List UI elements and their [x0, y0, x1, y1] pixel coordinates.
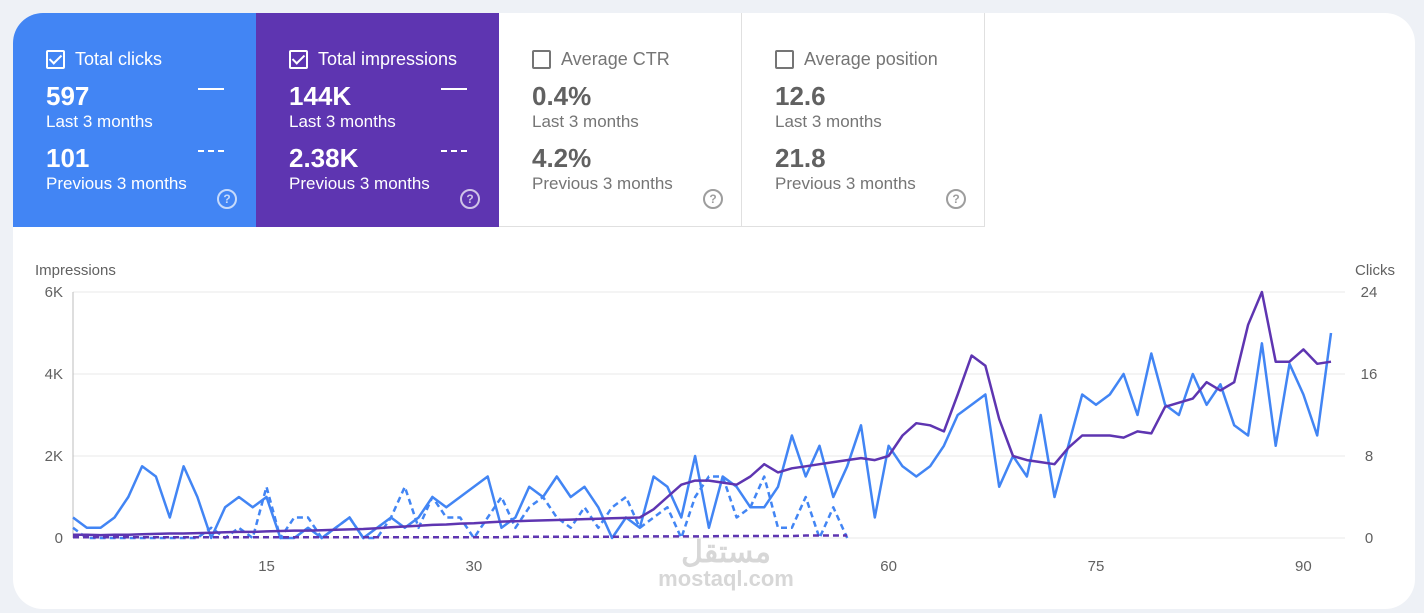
- left-tick-label: 4K: [45, 366, 63, 383]
- watermark-icon-text: مستقل: [681, 536, 771, 569]
- series-line-impressions-previous: [73, 534, 848, 539]
- help-icon[interactable]: ?: [460, 189, 480, 209]
- metric-period: Last 3 months: [775, 112, 882, 131]
- right-tick-label: 8: [1365, 448, 1373, 465]
- right-tick-label: 0: [1365, 530, 1373, 547]
- metric-value: 597: [46, 81, 90, 111]
- metric-label: Total impressions: [318, 48, 458, 69]
- left-tick-label: 0: [55, 530, 63, 547]
- right-axis-label: Clicks: [1355, 262, 1395, 279]
- x-tick-label: 60: [880, 558, 897, 575]
- help-icon[interactable]: ?: [217, 189, 237, 209]
- series-line-clicks-current: [72, 332, 1333, 540]
- series-line-clicks-previous: [72, 475, 849, 540]
- x-tick-label: 90: [1295, 558, 1312, 575]
- metric-prev-value: 2.38K: [289, 143, 359, 173]
- metric-tiles: Total clicks 597 Last 3 months 101 Previ…: [13, 13, 985, 227]
- solid-line-legend-icon: [441, 88, 467, 90]
- watermark-logo: مستقل mostaql.com: [631, 535, 821, 592]
- watermark-text: mostaql.com: [658, 566, 794, 591]
- metric-prev-value: 101: [46, 143, 90, 173]
- metric-label: Average position: [804, 48, 938, 69]
- x-tick-label: 75: [1088, 558, 1105, 575]
- metric-prev-period: Previous 3 months: [532, 174, 673, 193]
- metric-prev-period: Previous 3 months: [775, 174, 916, 193]
- checkbox-checked-icon[interactable]: [289, 49, 308, 69]
- tile-total-impressions[interactable]: Total impressions 144K Last 3 months 2.3…: [256, 13, 499, 227]
- x-tick-label: 15: [258, 558, 275, 575]
- right-tick-label: 24: [1361, 284, 1378, 301]
- help-icon[interactable]: ?: [703, 189, 723, 209]
- performance-chart[interactable]: 0 2K 4K 6K 0 8 16 24 Impressions Clicks 15 30 60 75 90: [13, 13, 1415, 609]
- dashed-line-legend-icon: [441, 150, 467, 152]
- metric-value: 144K: [289, 81, 352, 111]
- tile-total-clicks[interactable]: Total clicks 597 Last 3 months 101 Previ…: [13, 13, 256, 227]
- left-axis-label: Impressions: [35, 262, 116, 279]
- metric-prev-value: 4.2%: [532, 143, 592, 173]
- metric-prev-period: Previous 3 months: [46, 174, 187, 193]
- checkbox-unchecked-icon[interactable]: [775, 49, 794, 69]
- metric-value: 0.4%: [532, 81, 592, 111]
- metric-prev-period: Previous 3 months: [289, 174, 430, 193]
- left-tick-label: 6K: [45, 284, 63, 301]
- tile-average-position[interactable]: Average position 12.6 Last 3 months 21.8…: [742, 13, 985, 227]
- checkbox-checked-icon[interactable]: [46, 49, 65, 69]
- metric-period: Last 3 months: [46, 112, 153, 131]
- checkbox-unchecked-icon[interactable]: [532, 49, 551, 69]
- series-line-impressions-current: [73, 290, 1332, 537]
- metric-label: Average CTR: [561, 48, 670, 69]
- tile-average-ctr[interactable]: Average CTR 0.4% Last 3 months 4.2% Prev…: [499, 13, 742, 227]
- metric-period: Last 3 months: [289, 112, 396, 131]
- performance-card: Total clicks 597 Last 3 months 101 Previ…: [13, 13, 1415, 609]
- dashed-line-legend-icon: [198, 150, 224, 152]
- help-icon[interactable]: ?: [946, 189, 966, 209]
- metric-value: 12.6: [775, 81, 826, 111]
- metric-prev-value: 21.8: [775, 143, 826, 173]
- metric-label: Total clicks: [75, 48, 163, 69]
- right-tick-label: 16: [1361, 366, 1378, 383]
- solid-line-legend-icon: [198, 88, 224, 90]
- x-tick-label: 30: [466, 558, 483, 575]
- metric-period: Last 3 months: [532, 112, 639, 131]
- left-tick-label: 2K: [45, 448, 63, 465]
